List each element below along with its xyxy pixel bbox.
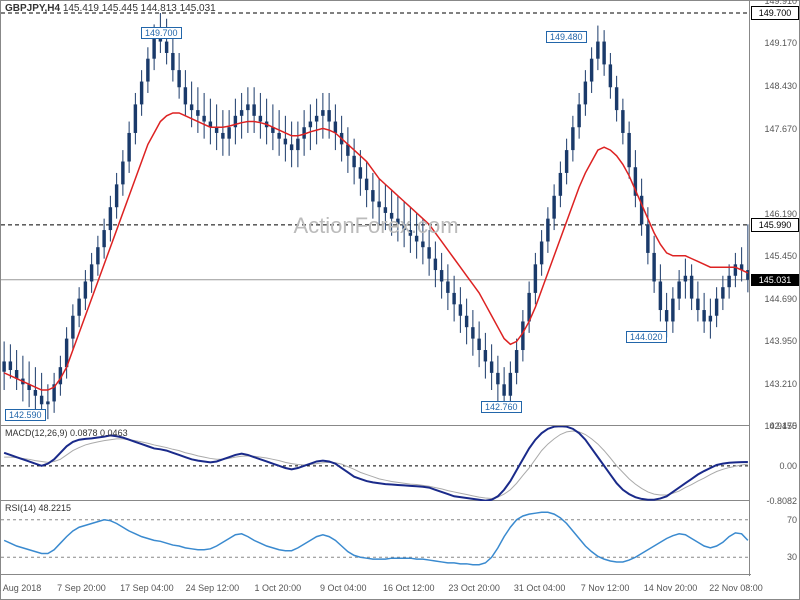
macd-y-tick: 0.9155	[769, 421, 797, 431]
y-tick: 143.950	[764, 336, 797, 346]
price-label: 142.590	[5, 409, 46, 421]
y-tick: 143.210	[764, 379, 797, 389]
x-tick: 24 Sep 12:00	[186, 583, 240, 593]
price-chart-svg	[1, 1, 751, 426]
x-tick: 16 Oct 12:00	[383, 583, 435, 593]
price-panel[interactable]: GBPJPY,H4 145.419 145.445 144.813 145.03…	[1, 1, 751, 426]
y-tick: 147.670	[764, 124, 797, 134]
price-badge: 145.031	[751, 274, 799, 286]
macd-title: MACD(12,26,9) 0.0878 0.0463	[5, 428, 128, 438]
rsi-y-tick: 30	[787, 552, 797, 562]
y-tick: 145.450	[764, 251, 797, 261]
macd-panel[interactable]: MACD(12,26,9) 0.0878 0.0463	[1, 426, 751, 501]
rsi-y-tick: 70	[787, 515, 797, 525]
x-tick: 7 Nov 12:00	[581, 583, 630, 593]
x-axis: 31 Aug 2018 7 Sep 20:00 17 Sep 04:00 24 Sep…	[1, 574, 751, 599]
price-badge: 145.990	[751, 218, 799, 232]
price-label: 149.700	[141, 27, 182, 39]
price-label: 149.480	[546, 31, 587, 43]
rsi-title: RSI(14) 48.2215	[5, 503, 71, 513]
x-tick: 23 Oct 20:00	[448, 583, 500, 593]
x-tick: 31 Aug 2018	[0, 583, 41, 593]
price-label: 144.020	[626, 331, 667, 343]
price-badge: 149.700	[751, 6, 799, 20]
x-tick: 7 Sep 20:00	[57, 583, 106, 593]
rsi-panel[interactable]: RSI(14) 48.2215	[1, 501, 751, 576]
macd-y-tick: -0.8082	[766, 496, 797, 506]
x-tick: 14 Nov 20:00	[644, 583, 698, 593]
y-tick: 144.690	[764, 294, 797, 304]
x-tick: 17 Sep 04:00	[120, 583, 174, 593]
x-tick: 1 Oct 20:00	[255, 583, 302, 593]
x-tick: 22 Nov 08:00	[709, 583, 763, 593]
ohlc-label: 145.419 145.445 144.813 145.031	[63, 3, 216, 14]
y-tick: 148.430	[764, 81, 797, 91]
x-tick: 9 Oct 04:00	[320, 583, 367, 593]
macd-y-tick: 0.00	[779, 461, 797, 471]
chart-title: GBPJPY,H4 145.419 145.445 144.813 145.03…	[5, 3, 216, 14]
x-tick: 31 Oct 04:00	[514, 583, 566, 593]
y-axis: 142.470143.210143.950144.690145.450146.1…	[749, 1, 799, 576]
rsi-svg	[1, 501, 751, 576]
symbol-label: GBPJPY,H4	[5, 3, 60, 14]
y-tick: 149.170	[764, 38, 797, 48]
price-label: 142.760	[481, 401, 522, 413]
chart-container: GBPJPY,H4 145.419 145.445 144.813 145.03…	[0, 0, 800, 600]
